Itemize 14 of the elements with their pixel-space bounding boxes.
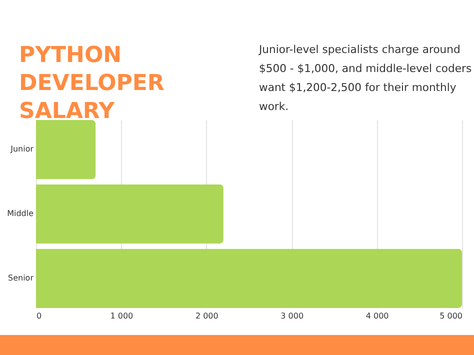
x-tick-label: 0 — [36, 312, 42, 320]
chart-title: PYTHON DEVELOPER SALARY — [19, 42, 166, 126]
x-tick-label: 1 000 — [110, 312, 134, 320]
x-tick-label: 2 000 — [195, 312, 218, 320]
chart-subtitle: Junior-level specialists charge around $500 - $1,000, and middle-level coders want $1,200-2,500 for their monthly work. — [259, 42, 473, 115]
y-tick-label: Junior — [10, 144, 34, 154]
y-tick-label: Senior — [8, 273, 34, 282]
bar — [36, 120, 96, 180]
bar — [36, 248, 462, 308]
x-tick-label: 3 000 — [280, 312, 304, 320]
x-tick-label: 4 000 — [366, 312, 389, 320]
bar — [36, 184, 224, 244]
y-tick-label: Middle — [7, 209, 34, 218]
x-tick-label: 5 000 — [440, 312, 462, 320]
